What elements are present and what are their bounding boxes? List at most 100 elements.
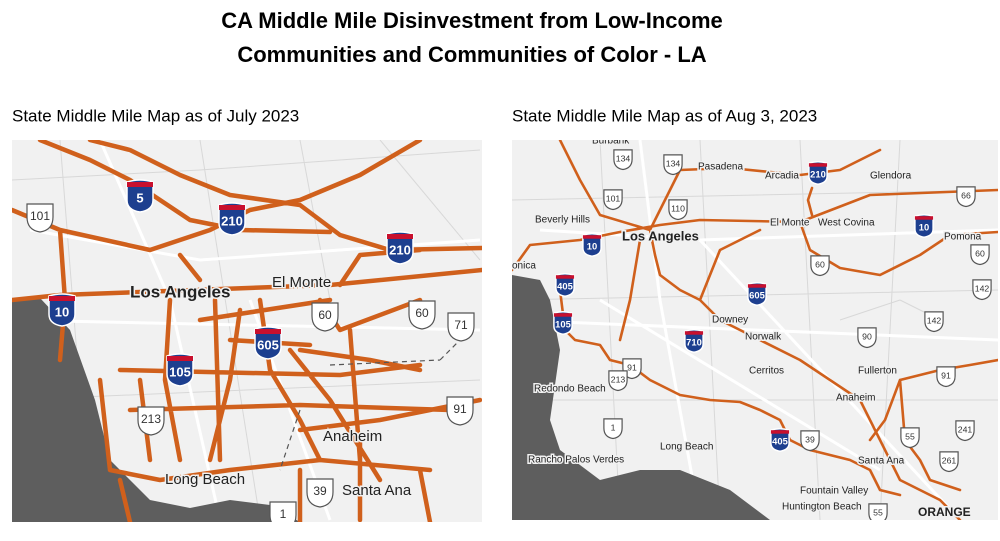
route-number: 261 — [942, 455, 957, 465]
place-label: Long Beach — [660, 442, 713, 453]
interstate-shield — [808, 161, 828, 185]
interstate-number: 10 — [55, 304, 69, 319]
interstate-shield — [126, 179, 154, 213]
interstate-band — [255, 329, 281, 334]
interstate-number: 5 — [136, 190, 143, 205]
route-number: 55 — [873, 507, 883, 517]
interstate-shield — [914, 214, 934, 238]
place-label: El Monte — [272, 274, 331, 291]
route-number: 91 — [941, 370, 951, 380]
interstate-number: 605 — [749, 290, 765, 301]
route-shield — [955, 420, 975, 442]
interstate-shield — [218, 202, 246, 236]
route-shield — [26, 203, 54, 233]
route-shield — [603, 189, 623, 211]
place-label: Redondo Beach — [534, 384, 606, 395]
interstate-shield — [254, 326, 282, 360]
route-number: 110 — [671, 203, 685, 213]
map-left: Los Angeles El Monte Anaheim Long Beach Sant… — [12, 140, 482, 522]
place-label: Norwalk — [745, 332, 782, 343]
interstate-number: 405 — [772, 436, 788, 447]
place-label: onica — [512, 261, 536, 272]
route-shield — [311, 302, 339, 332]
interstate-number: 210 — [221, 213, 243, 228]
interstate-number: 210 — [389, 242, 411, 257]
route-number: 66 — [961, 190, 971, 200]
interstate-shield — [553, 311, 573, 335]
route-number: 71 — [454, 318, 468, 332]
route-shield — [857, 327, 877, 349]
interstate-number: 105 — [555, 319, 571, 330]
place-label: Anaheim — [836, 393, 875, 404]
place-label: Pasadena — [698, 162, 743, 173]
place-label: Burbank — [592, 136, 630, 147]
route-number: 60 — [815, 259, 825, 269]
interstate-shield — [386, 231, 414, 265]
interstate-shield — [747, 282, 767, 306]
route-number: 101 — [30, 209, 50, 223]
place-label: Santa Ana — [858, 456, 905, 467]
route-shield — [608, 370, 628, 392]
interstate-number: 10 — [919, 222, 929, 233]
interstate-number: 10 — [587, 241, 597, 252]
route-number: 90 — [862, 331, 872, 341]
place-label: Pomona — [944, 232, 982, 243]
interstate-band — [555, 275, 575, 279]
interstate-band — [684, 331, 704, 335]
interstate-number: 210 — [810, 169, 826, 180]
interstate-band — [387, 234, 413, 239]
place-label: Downey — [712, 315, 748, 326]
route-shield — [663, 154, 683, 176]
place-label: Cerritos — [749, 366, 784, 377]
interstate-band — [167, 356, 193, 361]
route-shield — [868, 503, 888, 520]
interstate-shield — [166, 353, 194, 387]
place-label: Long Beach — [165, 471, 245, 488]
place-label: Santa Ana — [342, 482, 412, 499]
route-number: 213 — [611, 374, 626, 384]
route-shield — [900, 427, 920, 449]
route-number: 60 — [415, 306, 429, 320]
interstate-band — [219, 205, 245, 210]
place-label: ORANGE — [918, 505, 971, 519]
route-number: 134 — [616, 153, 631, 163]
route-number: 91 — [627, 362, 637, 372]
route-number: 142 — [927, 315, 942, 325]
place-label: El Monte — [770, 218, 810, 229]
route-shield — [939, 451, 959, 473]
interstate-number: 710 — [686, 337, 702, 348]
interstate-shield — [684, 329, 704, 353]
route-number: 241 — [958, 424, 973, 434]
route-shield — [800, 430, 820, 452]
route-number: 60 — [318, 308, 332, 322]
interstate-band — [127, 182, 153, 187]
route-shield — [613, 149, 633, 171]
route-number: 55 — [905, 431, 915, 441]
route-shield — [668, 199, 688, 221]
route-shield — [446, 396, 474, 426]
route-shield — [970, 244, 990, 266]
place-label: Glendora — [870, 171, 912, 182]
place-label: Fullerton — [858, 366, 897, 377]
place-label: Fountain Valley — [800, 486, 868, 497]
place-label: Anaheim — [323, 428, 382, 445]
map-caption: State Middle Mile Map as of Aug 3, 2023 — [512, 106, 817, 125]
interstate-band — [553, 313, 573, 317]
route-number: 213 — [141, 412, 161, 426]
route-shield — [924, 311, 944, 333]
interstate-band — [914, 216, 934, 220]
route-number: 134 — [666, 158, 681, 168]
interstate-shield — [770, 428, 790, 452]
place-label: Arcadia — [765, 171, 799, 182]
route-number: 101 — [606, 193, 621, 203]
route-shield — [810, 255, 830, 277]
route-shield — [936, 366, 956, 388]
interstate-band — [770, 430, 790, 434]
route-shield — [408, 300, 436, 330]
route-shield — [137, 406, 165, 436]
interstate-number: 105 — [169, 364, 191, 379]
interstate-shield — [582, 233, 602, 257]
interstate-band — [747, 284, 767, 288]
title-line: CA Middle Mile Disinvestment from Low-In… — [221, 8, 723, 33]
